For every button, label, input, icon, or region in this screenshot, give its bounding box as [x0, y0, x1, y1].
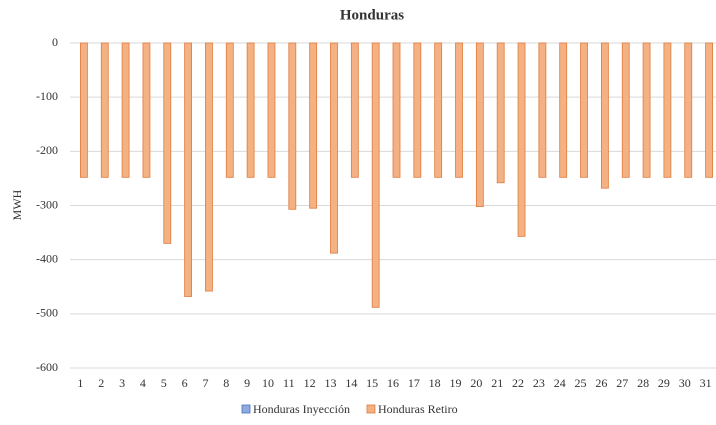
bar — [559, 42, 568, 178]
chart-title: Honduras — [340, 7, 404, 23]
legend-label: Honduras Retiro — [378, 402, 458, 416]
x-tick-label: 18 — [429, 376, 441, 390]
bar — [663, 42, 672, 178]
y-tick-label: -300 — [36, 197, 58, 211]
x-tick-label: 19 — [450, 376, 462, 390]
x-tick-label: 30 — [679, 376, 691, 390]
y-tick-label: -200 — [36, 143, 58, 157]
legend-swatch — [366, 404, 376, 414]
x-tick-label: 29 — [658, 376, 670, 390]
bar — [184, 42, 193, 297]
y-tick-label: 0 — [52, 35, 58, 49]
bar — [330, 42, 338, 254]
x-tick-label: 9 — [244, 376, 250, 390]
x-tick-label: 28 — [637, 376, 649, 390]
x-tick-label: 4 — [140, 376, 146, 390]
bar — [142, 42, 151, 178]
bar — [705, 42, 713, 178]
x-tick-label: 2 — [98, 376, 104, 390]
x-tick-label: 24 — [554, 376, 566, 390]
x-tick-label: 22 — [512, 376, 524, 390]
bar — [600, 42, 609, 189]
y-tick-label: -400 — [36, 251, 58, 265]
bar — [538, 42, 547, 178]
x-tick-label: 16 — [387, 376, 399, 390]
bar — [225, 42, 234, 178]
y-tick-label: -500 — [36, 306, 58, 320]
bar — [684, 42, 693, 178]
bar — [100, 42, 109, 178]
x-tick-label: 13 — [324, 376, 336, 390]
bar — [80, 42, 88, 178]
bar — [621, 42, 630, 178]
legend-swatch — [241, 404, 251, 414]
x-tick-label: 12 — [304, 376, 316, 390]
bar — [455, 42, 463, 178]
bar — [288, 42, 297, 210]
legend-label: Honduras Inyección — [253, 402, 350, 416]
bar — [350, 42, 359, 178]
x-tick-label: 26 — [595, 376, 607, 390]
y-tick-label: -100 — [36, 89, 58, 103]
x-tick-label: 17 — [408, 376, 420, 390]
bar — [475, 42, 484, 207]
bar — [121, 42, 130, 178]
bar — [642, 42, 651, 178]
bar — [580, 42, 588, 178]
bar — [267, 42, 276, 178]
y-axis-label: MWH — [10, 189, 24, 220]
bar — [246, 42, 255, 178]
bar — [205, 42, 213, 292]
x-tick-label: 23 — [533, 376, 545, 390]
x-tick-label: 27 — [616, 376, 628, 390]
x-tick-label: 3 — [119, 376, 125, 390]
x-tick-label: 21 — [491, 376, 503, 390]
x-tick-label: 5 — [161, 376, 167, 390]
bar — [413, 42, 422, 178]
x-tick-label: 8 — [223, 376, 229, 390]
bar — [496, 42, 505, 184]
bar — [392, 42, 401, 178]
x-tick-label: 20 — [470, 376, 482, 390]
x-tick-label: 7 — [202, 376, 208, 390]
x-tick-label: 6 — [182, 376, 188, 390]
bar — [309, 42, 318, 209]
x-tick-label: 11 — [283, 376, 295, 390]
bar — [434, 42, 443, 178]
y-tick-label: -600 — [36, 360, 58, 374]
x-tick-label: 10 — [262, 376, 274, 390]
bar — [517, 42, 526, 237]
x-tick-label: 1 — [77, 376, 83, 390]
x-tick-label: 31 — [700, 376, 712, 390]
bar — [163, 42, 172, 244]
x-tick-label: 15 — [366, 376, 378, 390]
bar — [371, 42, 380, 308]
x-tick-label: 14 — [345, 376, 357, 390]
x-tick-label: 25 — [575, 376, 587, 390]
